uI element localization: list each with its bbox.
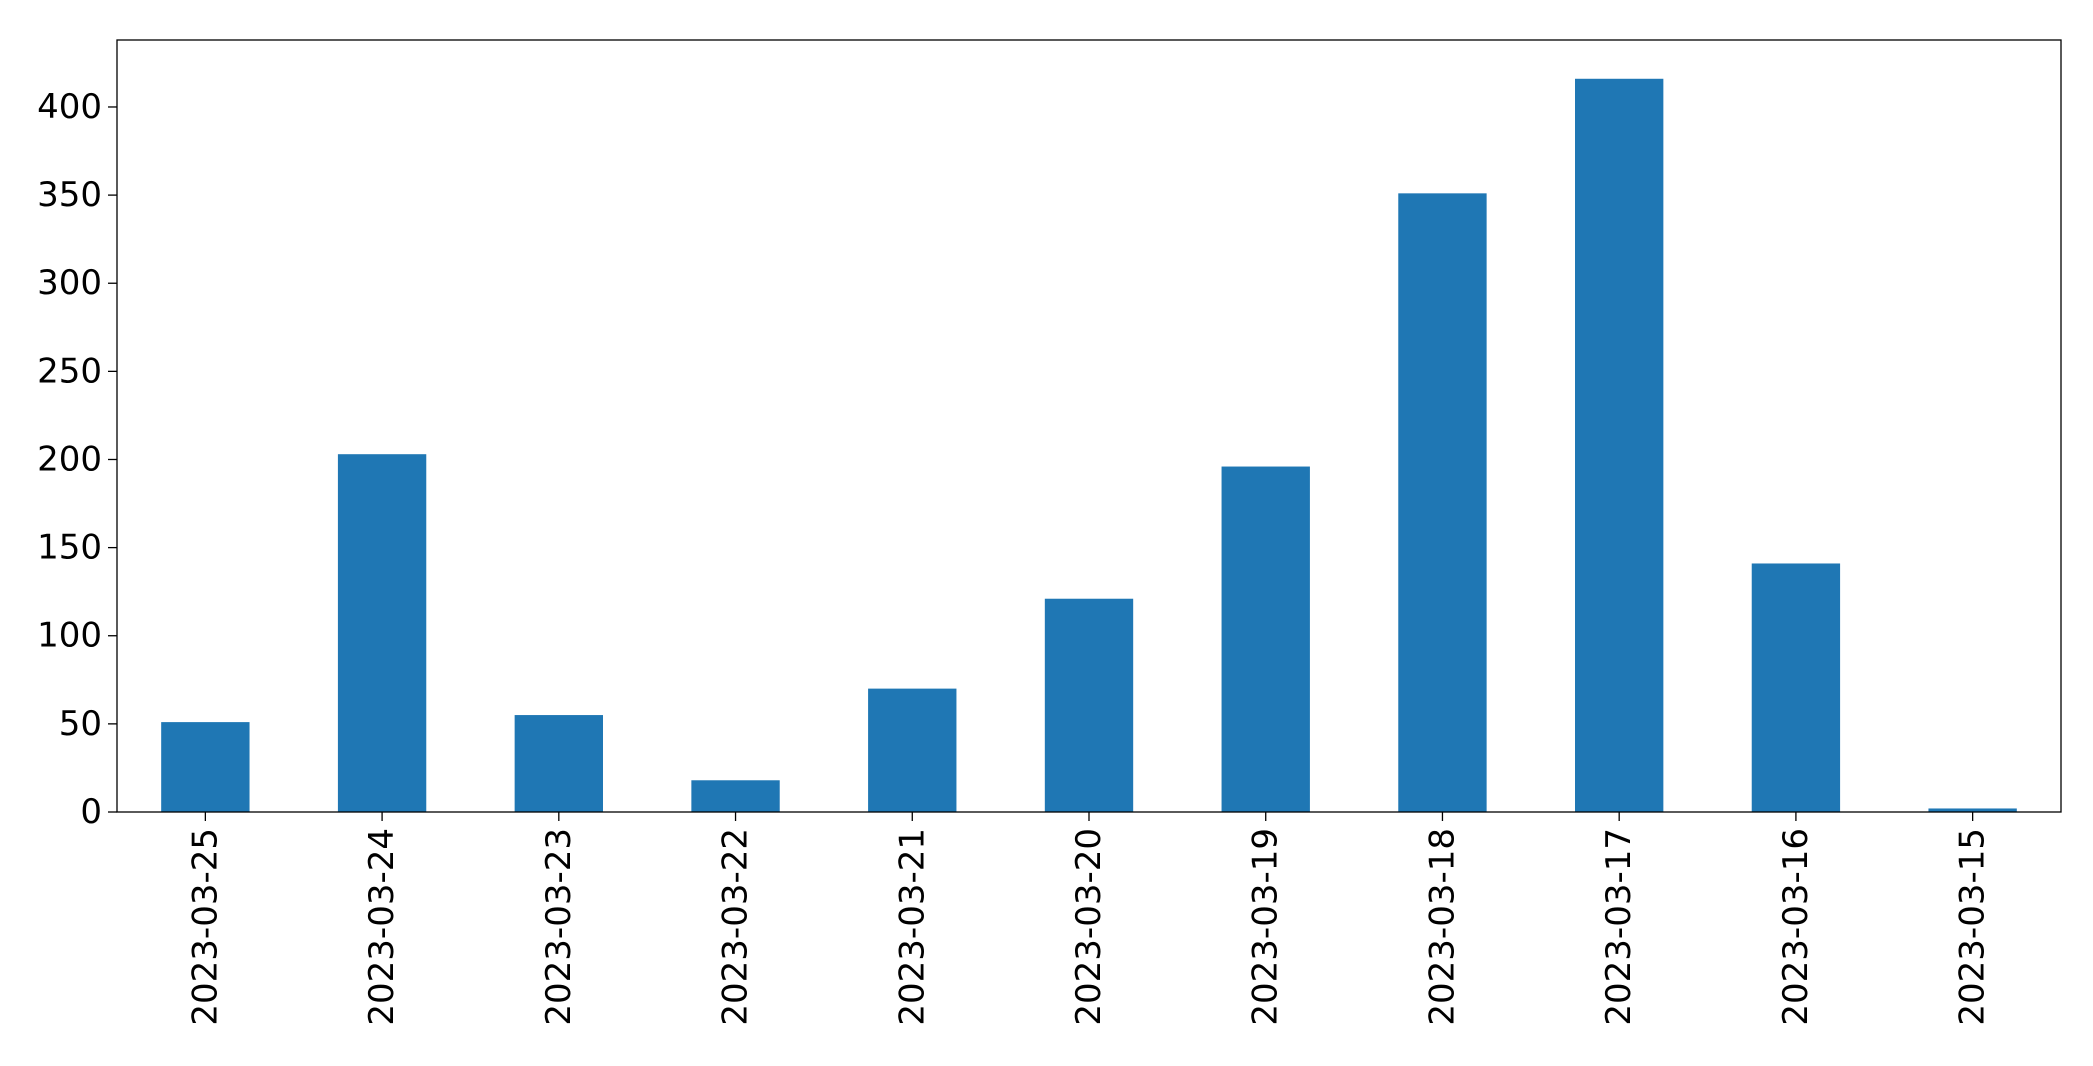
x-tick-label: 2023-03-18 bbox=[1422, 828, 1462, 1026]
x-tick-label: 2023-03-23 bbox=[539, 828, 579, 1026]
bar-2023-03-25 bbox=[161, 722, 250, 812]
y-tick-label: 0 bbox=[80, 792, 102, 832]
y-tick-label: 300 bbox=[37, 263, 102, 303]
y-axis: 0 50 100 150 200 250 300 350 400 bbox=[37, 87, 117, 832]
x-tick-label: 2023-03-17 bbox=[1599, 828, 1639, 1026]
bar-2023-03-23 bbox=[514, 715, 603, 812]
y-tick-label: 350 bbox=[37, 175, 102, 215]
bars-group bbox=[161, 78, 2017, 813]
x-tick-label: 2023-03-25 bbox=[185, 828, 225, 1026]
bar-2023-03-15 bbox=[1928, 808, 2017, 812]
y-tick-label: 200 bbox=[37, 439, 102, 479]
y-tick-label: 400 bbox=[37, 87, 102, 127]
plot-frame bbox=[116, 39, 2062, 813]
bar-2023-03-20 bbox=[1044, 598, 1134, 812]
x-tick-label: 2023-03-15 bbox=[1953, 828, 1993, 1026]
x-tick-label: 2023-03-20 bbox=[1069, 828, 1109, 1026]
bar-2023-03-24 bbox=[337, 454, 427, 812]
y-tick-label: 50 bbox=[59, 704, 102, 744]
bar-2023-03-18 bbox=[1398, 193, 1487, 813]
x-axis: 2023-03-25 2023-03-24 2023-03-23 2023-03-22… bbox=[185, 812, 1993, 1026]
x-tick-label: 2023-03-21 bbox=[892, 828, 932, 1026]
y-tick-label: 100 bbox=[37, 616, 102, 656]
bar-2023-03-16 bbox=[1751, 563, 1841, 812]
y-tick-label: 250 bbox=[37, 351, 102, 391]
x-tick-label: 2023-03-16 bbox=[1776, 828, 1816, 1026]
bar-2023-03-22 bbox=[691, 780, 780, 812]
x-tick-label: 2023-03-24 bbox=[362, 828, 402, 1026]
x-tick-label: 2023-03-19 bbox=[1246, 828, 1286, 1026]
bar-2023-03-19 bbox=[1221, 466, 1310, 812]
y-tick-label: 150 bbox=[37, 528, 102, 568]
bar-2023-03-17 bbox=[1575, 78, 1664, 812]
x-tick-label: 2023-03-22 bbox=[716, 828, 756, 1026]
bar-2023-03-21 bbox=[868, 688, 957, 812]
